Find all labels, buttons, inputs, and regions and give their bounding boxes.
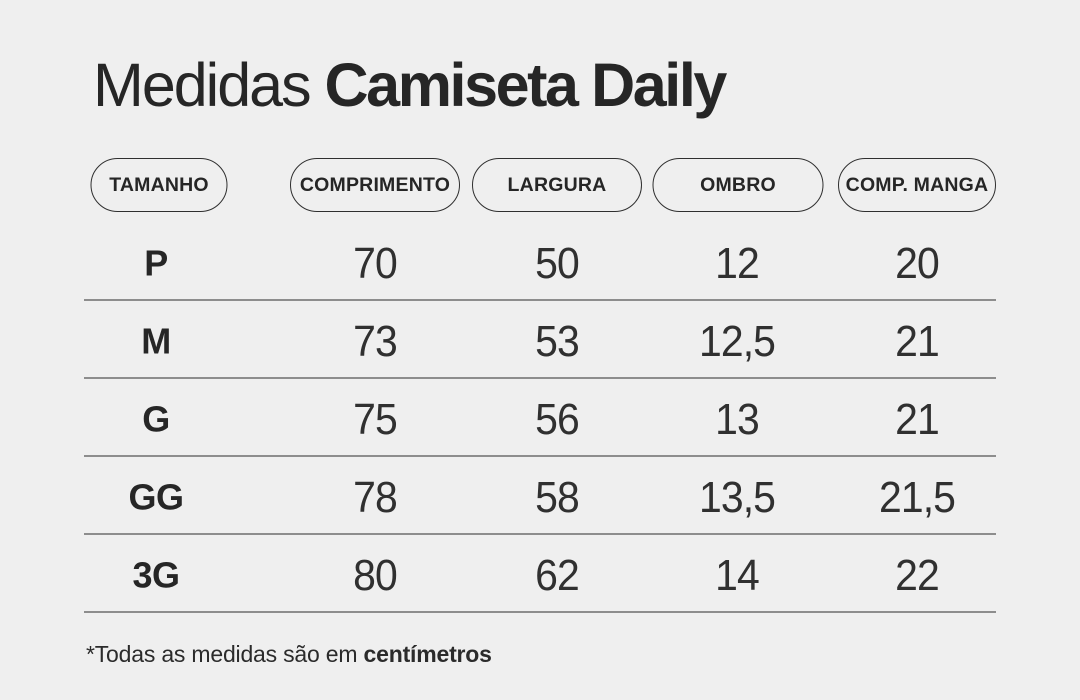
column-pill-comprimento: COMPRIMENTO (290, 158, 460, 212)
ombro-cell: 13 (715, 395, 760, 444)
comprimento-cell: 70 (353, 239, 398, 288)
size-cell: G (142, 398, 170, 440)
table-row-gg: GG 78 58 13,5 21,5 (84, 457, 996, 535)
ombro-cell: 14 (715, 551, 760, 600)
footnote: *Todas as medidas são em centímetros (86, 641, 492, 668)
page-title: Medidas Camiseta Daily (93, 51, 728, 119)
largura-cell: 58 (535, 473, 580, 522)
ombro-cell: 13,5 (699, 473, 776, 522)
largura-cell: 53 (535, 317, 580, 366)
title-regular-text: Medidas (93, 51, 312, 119)
manga-cell: 22 (895, 551, 940, 600)
table-row-g: G 75 56 13 21 (84, 379, 996, 457)
size-cell: P (144, 242, 168, 284)
ombro-cell: 12,5 (699, 317, 776, 366)
comprimento-cell: 78 (353, 473, 398, 522)
size-cell: GG (128, 476, 184, 518)
table-row-p: P 70 50 12 20 (84, 223, 996, 301)
column-pill-comp-manga: COMP. MANGA (838, 158, 996, 212)
ombro-cell: 12 (715, 239, 760, 288)
size-table: P 70 50 12 20 M 73 53 12,5 21 G 75 56 13… (84, 223, 996, 613)
title-bold-text: Camiseta Daily (324, 51, 728, 119)
largura-cell: 62 (535, 551, 580, 600)
comprimento-cell: 73 (353, 317, 398, 366)
comprimento-cell: 80 (353, 551, 398, 600)
manga-cell: 21 (895, 317, 940, 366)
largura-cell: 56 (535, 395, 580, 444)
comprimento-cell: 75 (353, 395, 398, 444)
column-pill-tamanho: TAMANHO (90, 158, 228, 212)
manga-cell: 21,5 (879, 473, 956, 522)
size-cell: 3G (132, 554, 180, 596)
footnote-bold-text: centímetros (363, 641, 492, 667)
column-pill-ombro: OMBRO (652, 158, 824, 212)
table-row-3g: 3G 80 62 14 22 (84, 535, 996, 613)
manga-cell: 21 (895, 395, 940, 444)
largura-cell: 50 (535, 239, 580, 288)
footnote-regular-text: *Todas as medidas são em (86, 641, 364, 667)
column-pill-largura: LARGURA (472, 158, 642, 212)
manga-cell: 20 (895, 239, 940, 288)
size-cell: M (141, 320, 171, 362)
table-header-row: TAMANHO COMPRIMENTO LARGURA OMBRO COMP. … (0, 158, 1080, 212)
table-row-m: M 73 53 12,5 21 (84, 301, 996, 379)
